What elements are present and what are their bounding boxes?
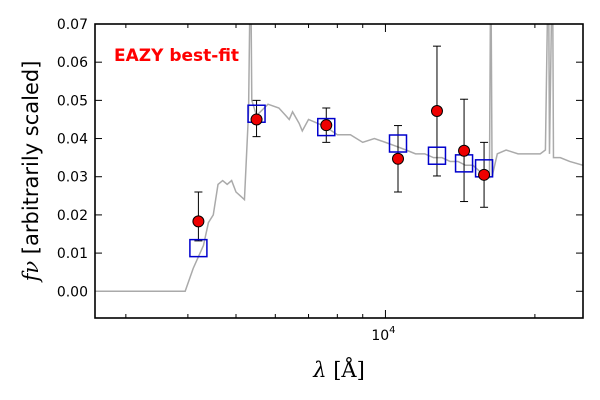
series-layer: [95, 24, 583, 293]
model-photometry-square: [388, 134, 408, 153]
ticks-layer: [95, 23, 583, 318]
plot-frame: [94, 23, 584, 319]
y-tick-label: 0.00: [57, 284, 88, 300]
y-axis-label: fν [arbitrarily scaled]: [19, 61, 43, 284]
x-tick-label: 104: [371, 325, 395, 344]
model-photometry-square: [427, 146, 447, 165]
y-tick-label: 0.03: [57, 170, 88, 186]
y-tick-label: 0.01: [57, 246, 88, 262]
y-tick-label: 0.04: [57, 132, 88, 148]
model-spectrum-line: [95, 24, 583, 293]
labels-layer: 0.00 0.01 0.02 0.03 0.04 0.05 0.06 0.07 104 λ [Å]…: [19, 17, 396, 382]
observed-photometry-point: [250, 113, 263, 126]
model-photometry-square: [189, 238, 208, 258]
observed-photometry-point: [458, 144, 471, 157]
y-tick-label: 0.07: [57, 17, 88, 33]
x-axis-label: λ [Å]: [312, 357, 365, 382]
observed-photometry-point: [430, 105, 443, 118]
y-tick-label: 0.06: [57, 55, 88, 71]
y-tick-label: 0.02: [57, 208, 88, 224]
observed-photometry-point: [192, 215, 205, 228]
model-photometry-square: [317, 117, 336, 137]
observed-photometry-point: [392, 152, 405, 165]
y-tick-label: 0.05: [57, 93, 88, 109]
observed-photometry-point: [478, 168, 491, 181]
observed-photometry-point: [320, 119, 333, 132]
annotation-eazy: EAZY best-fit: [114, 46, 239, 66]
